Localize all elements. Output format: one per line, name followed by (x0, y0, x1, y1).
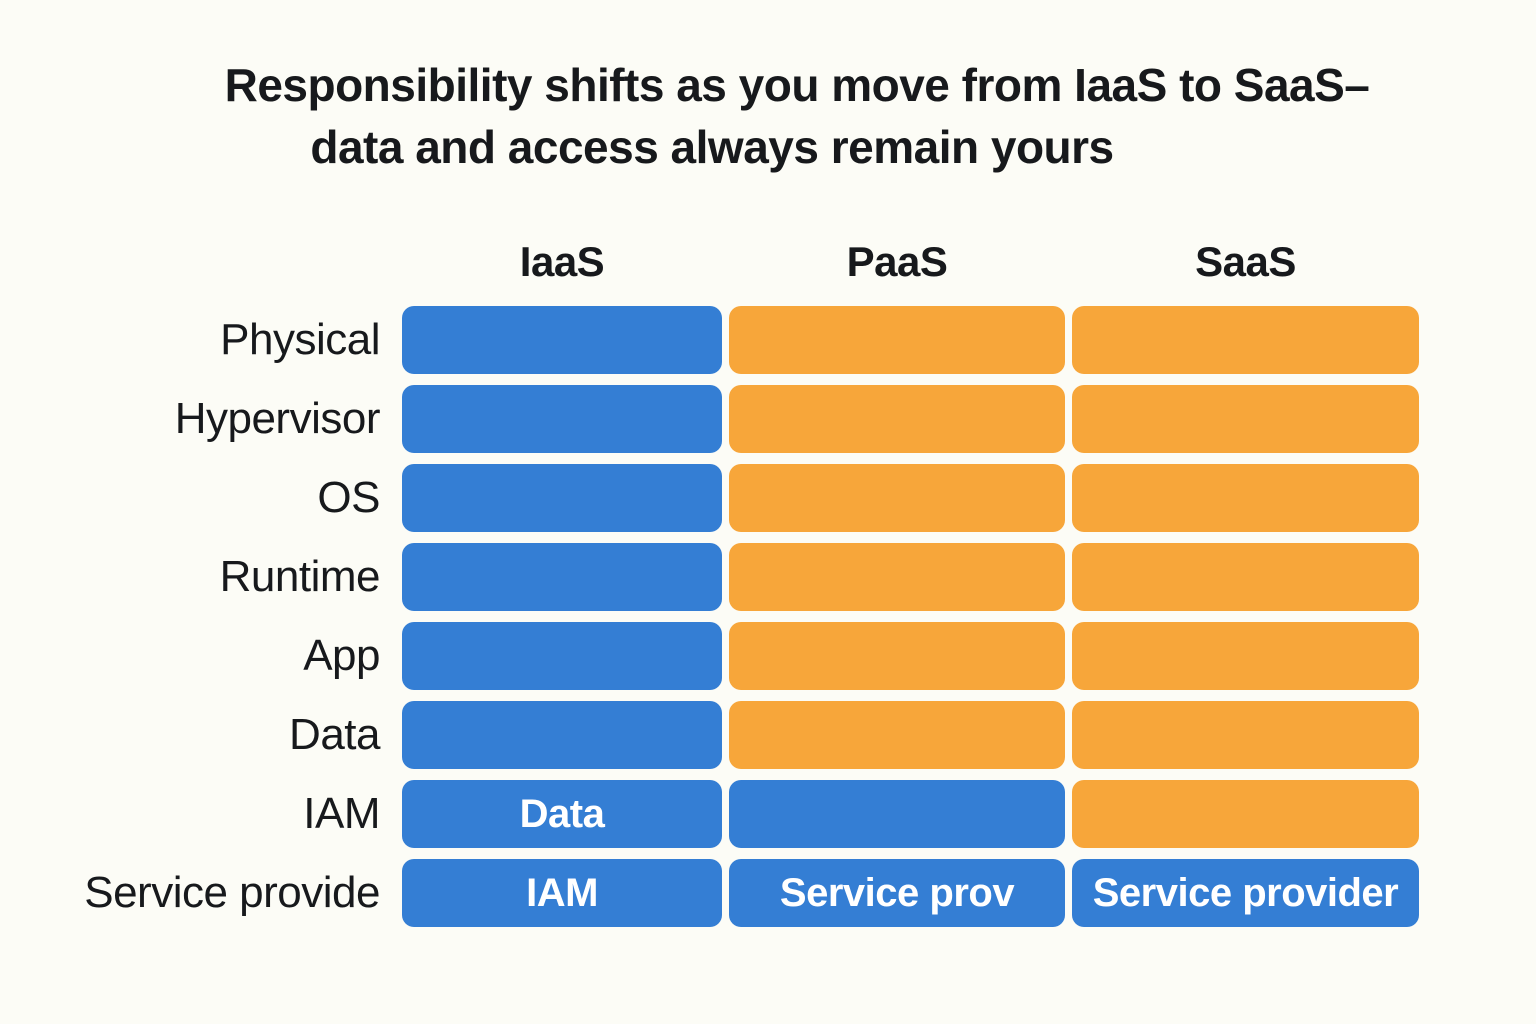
row-label-app: App (303, 631, 380, 680)
matrix-cell (729, 306, 1065, 374)
matrix-cell (729, 543, 1065, 611)
matrix-cell: IAM (402, 859, 722, 927)
matrix-cell (1072, 464, 1419, 532)
matrix-cell (1072, 622, 1419, 690)
matrix-cell (729, 622, 1065, 690)
matrix-cell (402, 464, 722, 532)
row-label-iam: IAM (303, 789, 380, 838)
matrix-cell (1072, 385, 1419, 453)
matrix-cell (402, 622, 722, 690)
matrix-cell (1072, 701, 1419, 769)
row-label-data: Data (289, 710, 380, 759)
row-label-os: OS (317, 473, 380, 522)
responsibility-grid: Data IAM Service prov Service provider (402, 306, 1419, 927)
row-label-physical: Physical (220, 315, 380, 364)
column-header-saas: SaaS (1195, 238, 1296, 285)
row-label-hypervisor: Hypervisor (174, 394, 381, 443)
column-header-paas: PaaS (846, 238, 948, 285)
matrix-cell (1072, 306, 1419, 374)
matrix-cell (729, 780, 1065, 848)
matrix-cell (402, 543, 722, 611)
matrix-cell: Data (402, 780, 722, 848)
column-headers: IaaS PaaS SaaS (402, 236, 1419, 288)
matrix-cell (729, 701, 1065, 769)
matrix-cell (729, 464, 1065, 532)
matrix-cell (1072, 780, 1419, 848)
column-header-iaas: IaaS (519, 238, 605, 285)
matrix-cell (402, 701, 722, 769)
matrix-cell: Service prov (729, 859, 1065, 927)
title-line-1: Responsibility shifts as you move from I… (224, 59, 1370, 111)
matrix-cell (1072, 543, 1419, 611)
matrix-cell (402, 306, 722, 374)
row-label-service-provider: Service provide (84, 868, 380, 917)
matrix-cell: Service provider (1072, 859, 1419, 927)
title-line-2: data and access always remain yours (310, 121, 1114, 173)
matrix-cell (729, 385, 1065, 453)
row-label-runtime: Runtime (219, 552, 381, 601)
matrix-cell (402, 385, 722, 453)
row-labels: Physical Hypervisor OS Runtime App Data … (0, 306, 380, 927)
